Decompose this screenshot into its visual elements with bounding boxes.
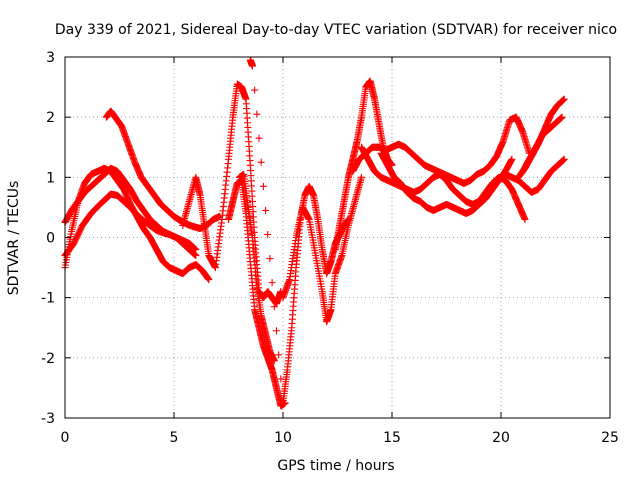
series-satellite-track-N	[501, 155, 568, 196]
series-satellite-track-C	[61, 190, 200, 260]
series-satellite-track-P	[519, 113, 566, 175]
tick-labels: 0 5 10 15 20 25 -3 -2 -1 0 1 2 3	[41, 50, 619, 446]
series-satellite-track-G	[235, 170, 278, 365]
data-point	[357, 173, 365, 181]
series-satellite-track-M	[377, 149, 516, 217]
series-satellite-track-E	[179, 80, 285, 308]
data-point	[248, 62, 256, 70]
data-point	[255, 134, 263, 142]
data-point	[259, 182, 267, 190]
data-point	[270, 303, 278, 311]
data-point	[275, 351, 283, 359]
y-tick-label: -3	[41, 411, 55, 427]
x-tick-label: 20	[492, 430, 510, 446]
data-point	[558, 113, 566, 121]
series-satellite-track-D	[102, 107, 224, 232]
chart-title: Day 339 of 2021, Sidereal Day-to-day VTE…	[55, 22, 617, 38]
data-point	[521, 215, 529, 223]
x-axis-label: GPS time / hours	[277, 458, 394, 474]
x-tick-label: 15	[383, 430, 401, 446]
x-tick-label: 25	[601, 430, 619, 446]
x-tick-label: 0	[61, 430, 70, 446]
data-points	[61, 56, 568, 410]
y-tick-label: -2	[41, 351, 55, 367]
data-point	[560, 155, 568, 163]
y-tick-label: 1	[46, 170, 55, 186]
series-satellite-track-B	[61, 164, 200, 260]
y-axis-label: SDTVAR / TECUs	[6, 181, 22, 296]
series-satellite-track-I	[279, 173, 365, 326]
data-point	[272, 327, 280, 335]
y-tick-label: 0	[46, 231, 55, 247]
data-point	[192, 252, 200, 260]
x-tick-label: 10	[274, 430, 292, 446]
data-point	[205, 276, 213, 284]
data-point	[268, 279, 276, 287]
data-point	[508, 155, 516, 163]
data-point	[560, 95, 568, 103]
y-tick-label: -1	[41, 291, 55, 307]
data-point	[270, 357, 278, 365]
data-point	[192, 246, 200, 254]
data-point	[262, 206, 270, 214]
data-point	[257, 158, 265, 166]
y-tick-label: 3	[46, 50, 55, 66]
data-point	[253, 110, 261, 118]
y-tick-label: 2	[46, 110, 55, 126]
x-tick-label: 5	[170, 430, 179, 446]
data-point	[251, 86, 259, 94]
axis-ticks	[64, 56, 611, 419]
data-point	[264, 230, 272, 238]
data-point	[266, 255, 274, 263]
